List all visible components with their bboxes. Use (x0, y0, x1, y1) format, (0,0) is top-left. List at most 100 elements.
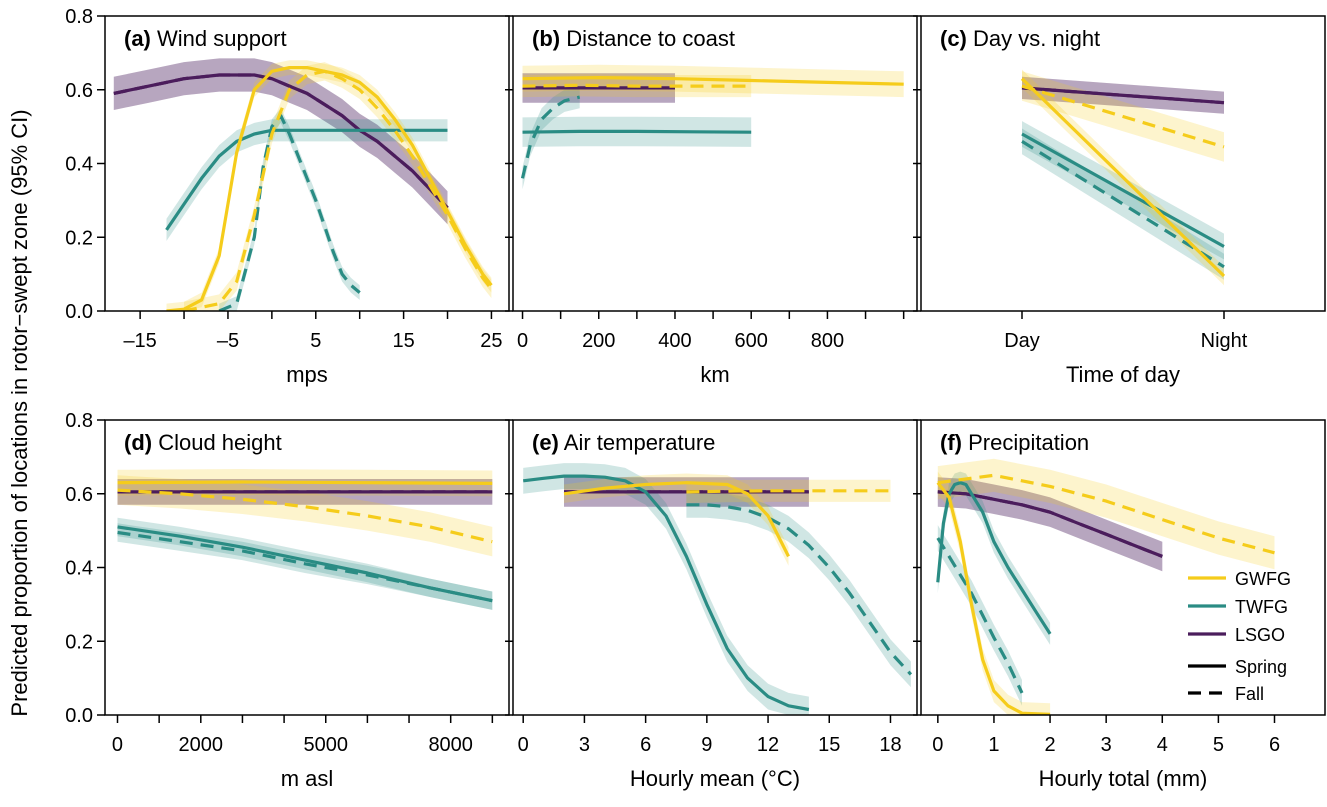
line-twfg-fall (686, 503, 913, 676)
panel-a: 0.0 0.2 0.4 0.6 0.8 –15 –5 5 15 25 mps (a) Wind sup… (65, 6, 510, 387)
panel-title: (b) Distance to coast (532, 26, 735, 51)
x-tick-label: Day (1004, 330, 1040, 352)
y-tick-label: 0.0 (65, 301, 93, 323)
x-tick-label: 1 (988, 734, 999, 756)
y-tick-label: 0.6 (65, 484, 93, 506)
line-gwfg-spring (117, 480, 493, 485)
line-gwfg-fall (937, 473, 1275, 555)
panel-d: 0.0 0.2 0.4 0.6 0.8 0 2000 5000 8000 m asl (d) Clo… (65, 410, 510, 791)
panel-title-text: Cloud height (152, 430, 282, 455)
x-tick-label: 18 (879, 734, 901, 756)
x-tick-label: –5 (217, 330, 239, 352)
panel-title: (e) Air temperature (532, 430, 715, 455)
y-tick-label: 0.4 (65, 558, 93, 580)
panel-title-letter: (a) (124, 26, 151, 51)
x-tick-label: 400 (658, 330, 691, 352)
y-tick-label: 0.2 (65, 631, 93, 653)
x-tick-label: 4 (1157, 734, 1168, 756)
line-twfg-fall (117, 530, 493, 603)
line-twfg-fall (936, 537, 1024, 694)
line-gwfg-spring (563, 481, 790, 558)
line-lsgo-fall (937, 490, 1163, 558)
ci-band-gwfg-fall (937, 458, 1275, 570)
x-tick-label: 0 (112, 734, 123, 756)
ci-band-twfg-spring (523, 463, 809, 715)
y-tick-label: 0.8 (65, 410, 93, 432)
x-axis-title: mps (286, 362, 328, 387)
legend: GWFG TWFG LSGO Spring Fall (1188, 569, 1291, 704)
line-twfg-spring (936, 481, 1052, 635)
panel-title: (d) Cloud height (124, 430, 282, 455)
x-axis-title: m asl (281, 766, 334, 791)
line-gwfg-fall (522, 83, 752, 88)
line-twfg-spring (523, 474, 810, 712)
y-tick-label: 0.6 (65, 80, 93, 102)
ci-band-twfg-spring (937, 471, 1051, 645)
line-twfg-fall (520, 95, 581, 179)
x-tick-label: 25 (480, 330, 502, 352)
ci-band-lsgo-spring (113, 58, 448, 225)
ci-band-twfg-fall (686, 491, 911, 688)
line-lsgo-fall (1021, 86, 1225, 105)
panel-title-letter: (d) (124, 430, 152, 455)
x-tick-label: 200 (582, 330, 615, 352)
y-tick-label: 0.4 (65, 154, 93, 176)
panel-f: 0 1 2 3 4 5 6 Hourly total (mm) (f) Precipitatio… (913, 419, 1326, 791)
panel-title: (c) Day vs. night (940, 26, 1100, 51)
x-tick-label: 800 (811, 330, 844, 352)
y-axis-title: Predicted proportion of locations in rot… (7, 109, 32, 716)
x-axis-title: Hourly total (mm) (1039, 766, 1208, 791)
line-gwfg-spring (936, 481, 1051, 715)
x-tick-label: 6 (640, 734, 651, 756)
x-tick-label: 15 (392, 330, 414, 352)
line-gwfg-spring (166, 65, 493, 311)
y-tick-label: 0.8 (65, 6, 93, 28)
x-tick-label: 12 (757, 734, 779, 756)
x-tick-label: 2 (1044, 734, 1055, 756)
line-gwfg-fall (1021, 84, 1225, 149)
legend-label-gwfg: GWFG (1235, 569, 1291, 589)
ci-band-lsgo-fall (113, 58, 448, 225)
panel-title: (f) Precipitation (940, 430, 1089, 455)
y-tick-label: 0.2 (65, 227, 93, 249)
plot-area (113, 58, 493, 311)
x-tick-label: 6 (1269, 734, 1280, 756)
line-twfg-fall (1021, 140, 1225, 269)
x-tick-label: 2000 (179, 734, 224, 756)
x-tick-label: 9 (701, 734, 712, 756)
plot-area (117, 469, 493, 610)
legend-label-twfg: TWFG (1235, 597, 1288, 617)
line-gwfg-spring (522, 75, 904, 86)
panel-e: 0 3 6 9 12 15 18 Hourly mean (°C) (e) Air temper… (505, 419, 918, 791)
x-tick-label: Night (1201, 330, 1248, 352)
panel-frame (920, 15, 1326, 312)
legend-label-lsgo: LSGO (1235, 625, 1285, 645)
x-axis-title: Time of day (1066, 362, 1180, 387)
panel-c: Day Night Time of day (c) Day vs. night (913, 15, 1326, 387)
x-tick-label: 5000 (303, 734, 348, 756)
line-gwfg-spring (1020, 77, 1226, 278)
x-tick-label: 15 (818, 734, 840, 756)
panel-title-text: Day vs. night (967, 26, 1100, 51)
panel-title-letter: (f) (940, 430, 962, 455)
panel-title-letter: (b) (532, 26, 560, 51)
x-tick-label: 5 (310, 330, 321, 352)
panel-title-text: Precipitation (962, 430, 1089, 455)
plot-area (1020, 69, 1226, 286)
ci-band-twfg-fall (937, 525, 1022, 706)
legend-label-spring: Spring (1235, 657, 1287, 677)
panel-b: 0 200 400 600 800 km (b) Distance to coast (505, 15, 918, 387)
line-lsgo-fall (113, 73, 449, 209)
x-tick-label: 0 (517, 330, 528, 352)
plot-area (523, 463, 913, 715)
plot-area (936, 458, 1275, 715)
x-tick-label: 3 (579, 734, 590, 756)
ci-band-twfg-fall (1022, 128, 1224, 280)
x-tick-label: –15 (123, 330, 156, 352)
panel-title-text: Air temperature (559, 430, 716, 455)
plot-area (520, 64, 904, 190)
panel-title-text: Wind support (151, 26, 287, 51)
x-axis-title: km (700, 362, 729, 387)
x-tick-label: 5 (1213, 734, 1224, 756)
